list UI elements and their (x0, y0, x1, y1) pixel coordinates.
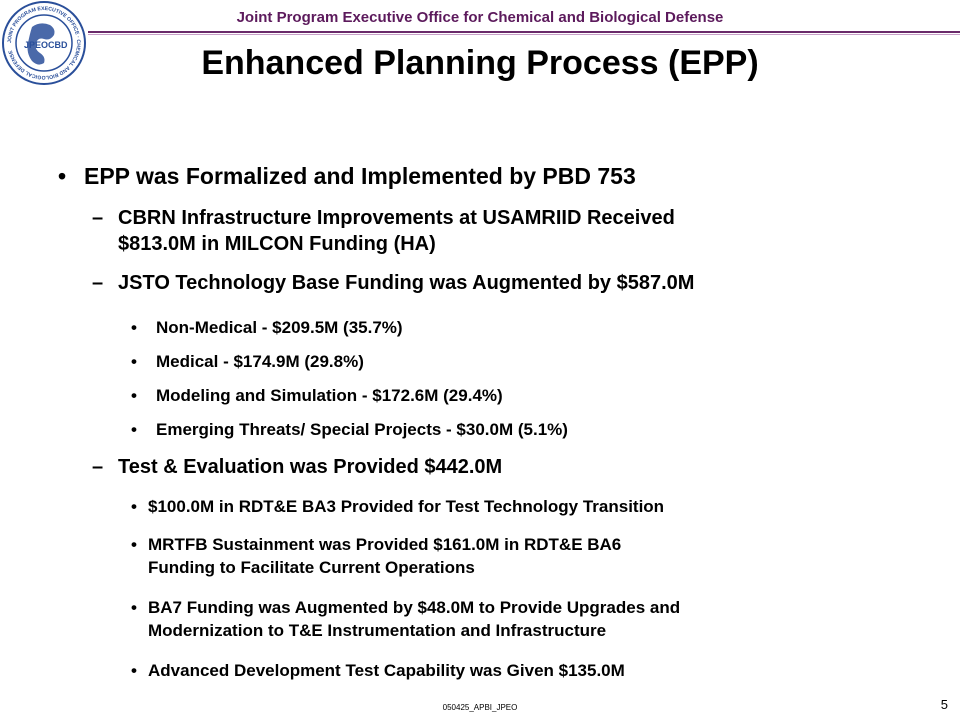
bullet-marker: • (131, 598, 137, 617)
bullet-marker: • (131, 661, 137, 680)
sub-sub-item-text: BA7 Funding was Augmented by $48.0M to P… (148, 598, 681, 617)
slide-title: Enhanced Planning Process (EPP) (201, 44, 759, 82)
bullet-marker: • (131, 420, 137, 439)
bullet-marker: • (58, 163, 67, 189)
logo-jpeo-text: JPEO (24, 40, 48, 50)
sub-item-text: Test & Evaluation was Provided $442.0M (118, 456, 503, 478)
sub-sub-item-text: Medical - $174.9M (29.8%) (156, 352, 364, 371)
header-rule (88, 31, 960, 33)
logo-cbd-text: CBD (48, 40, 68, 50)
bullet-marker: • (131, 535, 137, 554)
dash-marker: – (92, 207, 104, 229)
sub-sub-item-text: MRTFB Sustainment was Provided $161.0M i… (148, 535, 622, 554)
bullet-marker: • (131, 386, 137, 405)
header-rule-accent (88, 34, 960, 35)
sub-item-text: JSTO Technology Base Funding was Augment… (118, 272, 695, 294)
dash-marker: – (92, 272, 104, 294)
bullet-marker: • (131, 497, 137, 516)
page-number: 5 (940, 697, 948, 712)
logo-globe-icon (27, 23, 55, 65)
sub-sub-item-text-cont: Funding to Facilitate Current Operations (148, 558, 475, 577)
sub-sub-item-text: $100.0M in RDT&E BA3 Provided for Test T… (148, 497, 665, 516)
bullet-marker: • (131, 318, 137, 337)
main-bullet: EPP was Formalized and Implemented by PB… (84, 163, 636, 189)
org-header: Joint Program Executive Office for Chemi… (236, 9, 724, 26)
sub-sub-item-text: Emerging Threats/ Special Projects - $30… (156, 420, 568, 439)
jpeo-cbd-logo: JOINT PROGRAM EXECUTIVE OFFICE · CHEMICA… (2, 1, 86, 85)
dash-marker: – (92, 456, 104, 478)
sub-item-text: CBRN Infrastructure Improvements at USAM… (118, 207, 675, 229)
document-code: 050425_APBI_JPEO (442, 703, 518, 712)
sub-sub-item-text: Advanced Development Test Capability was… (148, 661, 625, 680)
sub-sub-item-text: Modeling and Simulation - $172.6M (29.4%… (156, 386, 503, 405)
sub-item-text-cont: $813.0M in MILCON Funding (HA) (118, 233, 436, 255)
sub-sub-item-text-cont: Modernization to T&E Instrumentation and… (148, 621, 607, 640)
bullet-marker: • (131, 352, 137, 371)
sub-sub-item-text: Non-Medical - $209.5M (35.7%) (156, 318, 403, 337)
